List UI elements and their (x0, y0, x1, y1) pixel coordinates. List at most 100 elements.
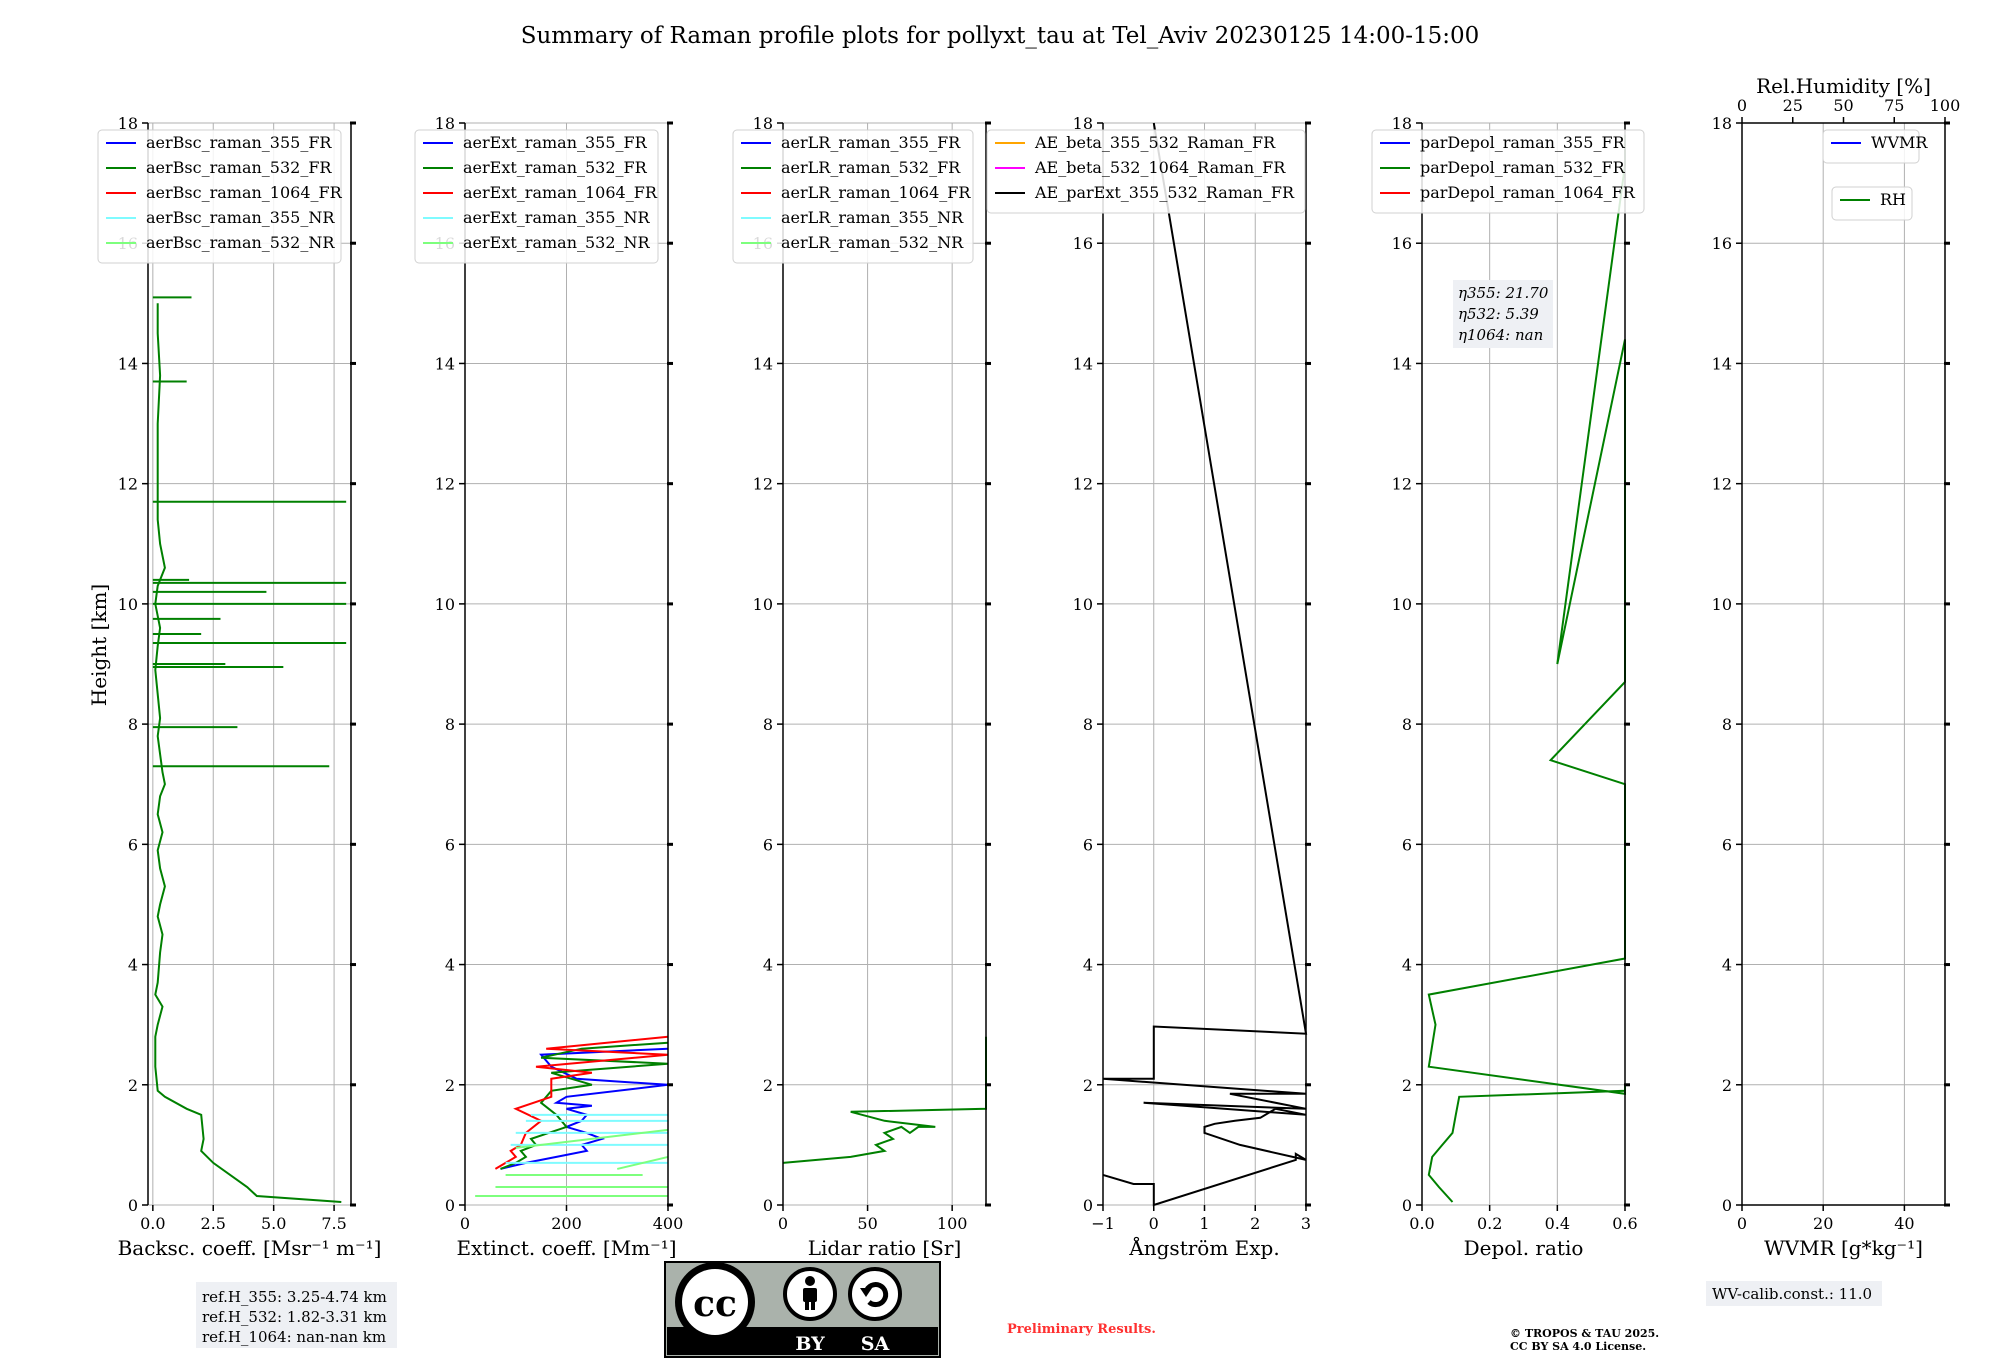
x-tick-label: 0.2 (1477, 1214, 1502, 1233)
y-tick-label: 6 (128, 835, 138, 854)
y-tick-label: 2 (1402, 1076, 1412, 1095)
y-tick-label: 0 (445, 1196, 455, 1215)
top-x-tick-label: 25 (1783, 96, 1803, 115)
legend-frame (1831, 186, 1913, 221)
x-tick-label: 40 (1894, 1214, 1914, 1233)
x-tick-label: 7.5 (321, 1214, 346, 1233)
x-tick-label: 100 (937, 1214, 968, 1233)
x-axis-label: Lidar ratio [Sr] (808, 1236, 962, 1260)
y-tick-label: 8 (1722, 715, 1732, 734)
legend-frame (414, 129, 659, 264)
cc-icon: cc (675, 1262, 755, 1342)
legend-label: aerBsc_raman_532_NR (146, 233, 335, 252)
y-tick-label: 10 (1073, 595, 1093, 614)
y-tick-label: 18 (1712, 114, 1732, 133)
preliminary-results-text: Preliminary Results. (1007, 1322, 1156, 1337)
wv-calib-box: WV-calib.const.: 11.0 (1706, 1281, 1882, 1306)
y-tick-label: 6 (763, 835, 773, 854)
ref-height-532: ref.H_532: 1.82-3.31 km (202, 1308, 387, 1326)
x-tick-label: 20 (1813, 1214, 1833, 1233)
x-axis-label: WVMR [g*kg⁻¹] (1764, 1236, 1923, 1260)
wv-calib-text: WV-calib.const.: 11.0 (1712, 1285, 1872, 1303)
copyright-line-2: CC BY SA 4.0 License. (1510, 1340, 1646, 1353)
y-tick-label: 8 (128, 715, 138, 734)
ref-height-355: ref.H_355: 3.25-4.74 km (202, 1288, 387, 1306)
y-tick-label: 16 (1392, 234, 1412, 253)
x-tick-label: 3 (1301, 1214, 1311, 1233)
y-tick-label: 2 (128, 1076, 138, 1095)
y-tick-label: 12 (118, 475, 138, 494)
legend-label: aerBsc_raman_355_NR (146, 208, 335, 227)
legend-label: aerLR_raman_355_FR (781, 133, 961, 152)
legend-label: aerBsc_raman_355_FR (146, 133, 332, 152)
y-tick-label: 14 (118, 354, 138, 373)
legend-wvmr: WVMR (1822, 129, 1928, 164)
top-x-tick-label: 75 (1884, 96, 1904, 115)
y-tick-label: 16 (1712, 234, 1732, 253)
y-tick-label: 6 (1402, 835, 1412, 854)
eta-info-box: η355: 21.70 η532: 5.39 η1064: nan (1453, 280, 1553, 348)
y-tick-label: 2 (1083, 1076, 1093, 1095)
x-tick-label: 2 (1250, 1214, 1260, 1233)
copyright-line-1: © TROPOS & TAU 2025. (1510, 1327, 1659, 1340)
legend-frame (1822, 129, 1920, 164)
top-x-axis-label: Rel.Humidity [%] (1756, 74, 1931, 98)
legend-label: RH (1880, 190, 1906, 209)
top-x-tick-label: 100 (1930, 96, 1961, 115)
x-tick-label: 0 (1737, 1214, 1747, 1233)
eta-info-line: η355: 21.70 (1458, 284, 1549, 302)
x-tick-label: 0 (778, 1214, 788, 1233)
legend-frame (732, 129, 974, 264)
legend: parDepol_raman_355_FR parDepol_raman_532_… (1371, 129, 1645, 214)
y-tick-label: 16 (1073, 234, 1093, 253)
ref-height-1064: ref.H_1064: nan-nan km (202, 1328, 386, 1346)
y-tick-label: 0 (1722, 1196, 1732, 1215)
y-tick-label: 18 (435, 114, 455, 133)
x-axis-label: Extinct. coeff. [Mm⁻¹] (456, 1236, 676, 1260)
y-tick-label: 2 (1722, 1076, 1732, 1095)
figure-title: Summary of Raman profile plots for polly… (521, 23, 1480, 49)
license-badge: cc BY SA (664, 1261, 941, 1358)
legend: aerExt_raman_355_FR aerExt_raman_532_FRae… (414, 129, 659, 264)
x-tick-label: 400 (653, 1214, 684, 1233)
y-tick-label: 6 (445, 835, 455, 854)
y-tick-label: 12 (1073, 475, 1093, 494)
ref-height-box-bg (196, 1282, 397, 1348)
y-tick-label: 4 (445, 956, 455, 975)
legend-label: WVMR (1871, 133, 1928, 152)
y-tick-label: 12 (1392, 475, 1412, 494)
data-nr-segment (515, 1128, 669, 1149)
x-tick-label: 0.0 (1409, 1214, 1434, 1233)
legend-label: aerLR_raman_532_NR (781, 233, 964, 252)
y-tick-label: 14 (753, 354, 773, 373)
panel-2: 0246810121416180200400Extinct. coeff. [M… (414, 114, 684, 1260)
legend-label: aerBsc_raman_1064_FR (146, 183, 343, 202)
license-badge-by: BY (795, 1333, 825, 1355)
y-tick-label: 12 (435, 475, 455, 494)
x-tick-label: 0 (1149, 1214, 1159, 1233)
y-tick-label: 0 (763, 1196, 773, 1215)
y-tick-label: 2 (445, 1076, 455, 1095)
y-tick-label: 12 (753, 475, 773, 494)
top-x-tick-label: 0 (1737, 96, 1747, 115)
y-tick-label: 8 (763, 715, 773, 734)
x-tick-label: 2.5 (201, 1214, 226, 1233)
legend-label: aerExt_raman_532_FR (463, 158, 648, 177)
x-tick-label: 5.0 (261, 1214, 286, 1233)
eta-info-line: η1064: nan (1458, 326, 1543, 344)
legend: aerLR_raman_355_FR aerLR_raman_532_FR aerL… (732, 129, 974, 264)
legend-label: parDepol_raman_532_FR (1420, 158, 1626, 177)
y-tick-label: 18 (1073, 114, 1093, 133)
x-axis-label: Ångström Exp. (1128, 1235, 1279, 1260)
legend-label: AE_beta_355_532_Raman_FR (1034, 133, 1276, 152)
y-tick-label: 8 (1402, 715, 1412, 734)
y-tick-label: 14 (1392, 354, 1412, 373)
legend-label: aerExt_raman_1064_FR (463, 183, 658, 202)
y-axis-label: Height [km] (87, 584, 111, 706)
y-tick-label: 4 (763, 956, 773, 975)
legend-frame (97, 129, 342, 264)
data-series-line (154, 303, 342, 1203)
y-tick-label: 4 (128, 956, 138, 975)
y-tick-label: 6 (1722, 835, 1732, 854)
